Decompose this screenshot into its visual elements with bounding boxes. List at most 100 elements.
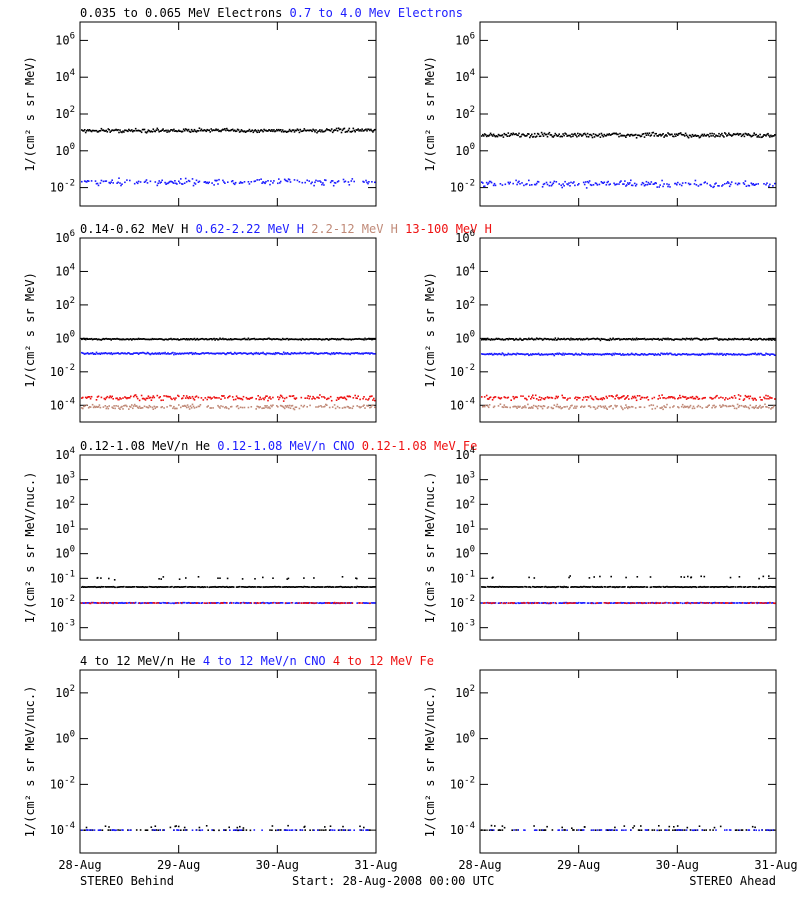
- data-point: [223, 181, 225, 183]
- data-point: [365, 179, 367, 182]
- data-point: [100, 352, 103, 354]
- data-point: [227, 396, 229, 399]
- data-point: [742, 338, 745, 341]
- data-point: [308, 352, 310, 355]
- data-point: [732, 338, 735, 341]
- data-point: [264, 586, 266, 588]
- data-point: [522, 395, 524, 397]
- data-point: [688, 602, 691, 604]
- data-point: [614, 404, 616, 407]
- data-point: [709, 586, 711, 588]
- data-point: [579, 133, 581, 135]
- data-point: [303, 577, 305, 579]
- data-point: [328, 602, 330, 604]
- data-point: [260, 178, 262, 180]
- data-point: [526, 586, 528, 588]
- data-point: [679, 829, 682, 831]
- data-point: [752, 352, 755, 355]
- data-point: [772, 185, 774, 187]
- data-point: [280, 338, 283, 341]
- data-point: [672, 829, 674, 831]
- data-point: [190, 586, 193, 588]
- data-point: [356, 602, 358, 604]
- data-point: [597, 405, 600, 408]
- data-point: [692, 353, 695, 355]
- data-point: [153, 338, 156, 340]
- data-point: [197, 130, 200, 132]
- data-point: [325, 352, 327, 354]
- data-point: [636, 602, 639, 604]
- data-point: [90, 352, 93, 355]
- data-point: [692, 586, 695, 588]
- data-point: [514, 396, 516, 399]
- data-point: [678, 353, 680, 355]
- data-point: [271, 829, 273, 831]
- data-point: [577, 353, 579, 356]
- data-point: [633, 586, 636, 588]
- data-point: [127, 586, 129, 588]
- data-point: [675, 182, 677, 185]
- data-point: [540, 338, 543, 340]
- data-point: [667, 397, 669, 399]
- data-point: [164, 586, 166, 588]
- data-point: [707, 338, 709, 341]
- data-point: [520, 338, 522, 341]
- data-point: [348, 829, 351, 831]
- data-point: [140, 586, 143, 588]
- data-point: [314, 352, 316, 355]
- data-point: [140, 602, 143, 604]
- data-point: [665, 134, 667, 136]
- data-point: [638, 829, 641, 831]
- data-point: [177, 829, 179, 831]
- data-point: [105, 129, 108, 132]
- data-point: [85, 826, 88, 829]
- data-point: [331, 602, 334, 604]
- data-point: [95, 399, 98, 401]
- data-point: [680, 184, 683, 187]
- data-point: [324, 602, 326, 604]
- data-point: [246, 130, 249, 132]
- data-point: [175, 825, 177, 827]
- data-point: [753, 397, 755, 400]
- data-point: [154, 130, 157, 133]
- data-point: [85, 404, 88, 406]
- data-point: [204, 338, 207, 340]
- data-point: [165, 353, 167, 355]
- data-point: [544, 353, 547, 356]
- data-point: [288, 338, 291, 340]
- data-point: [735, 829, 738, 831]
- data-point: [675, 338, 677, 340]
- data-point: [187, 179, 190, 182]
- data-point: [768, 185, 770, 187]
- data-point: [645, 602, 648, 604]
- data-point: [114, 338, 116, 340]
- data-point: [576, 398, 578, 401]
- data-point: [121, 586, 123, 588]
- data-point: [766, 586, 768, 588]
- data-point: [637, 602, 640, 604]
- data-point: [641, 396, 644, 399]
- data-point: [108, 352, 110, 354]
- data-point: [483, 353, 485, 355]
- data-point: [752, 134, 755, 137]
- data-point: [373, 129, 375, 132]
- data-point: [363, 339, 365, 341]
- data-point: [317, 406, 319, 408]
- data-point: [604, 338, 607, 341]
- data-point: [135, 405, 138, 407]
- data-point: [600, 406, 603, 408]
- data-point: [212, 586, 214, 588]
- data-point: [301, 130, 304, 132]
- data-point: [594, 586, 597, 588]
- data-point: [502, 406, 505, 409]
- data-point: [343, 352, 346, 355]
- data-point: [521, 133, 523, 136]
- y-tick-label: 100: [55, 730, 75, 746]
- data-point: [701, 397, 704, 400]
- data-point: [155, 353, 158, 355]
- data-point: [564, 406, 566, 408]
- data-point: [723, 353, 725, 356]
- y-tick-label: 102: [455, 296, 475, 312]
- data-point: [283, 407, 286, 410]
- data-point: [630, 338, 632, 340]
